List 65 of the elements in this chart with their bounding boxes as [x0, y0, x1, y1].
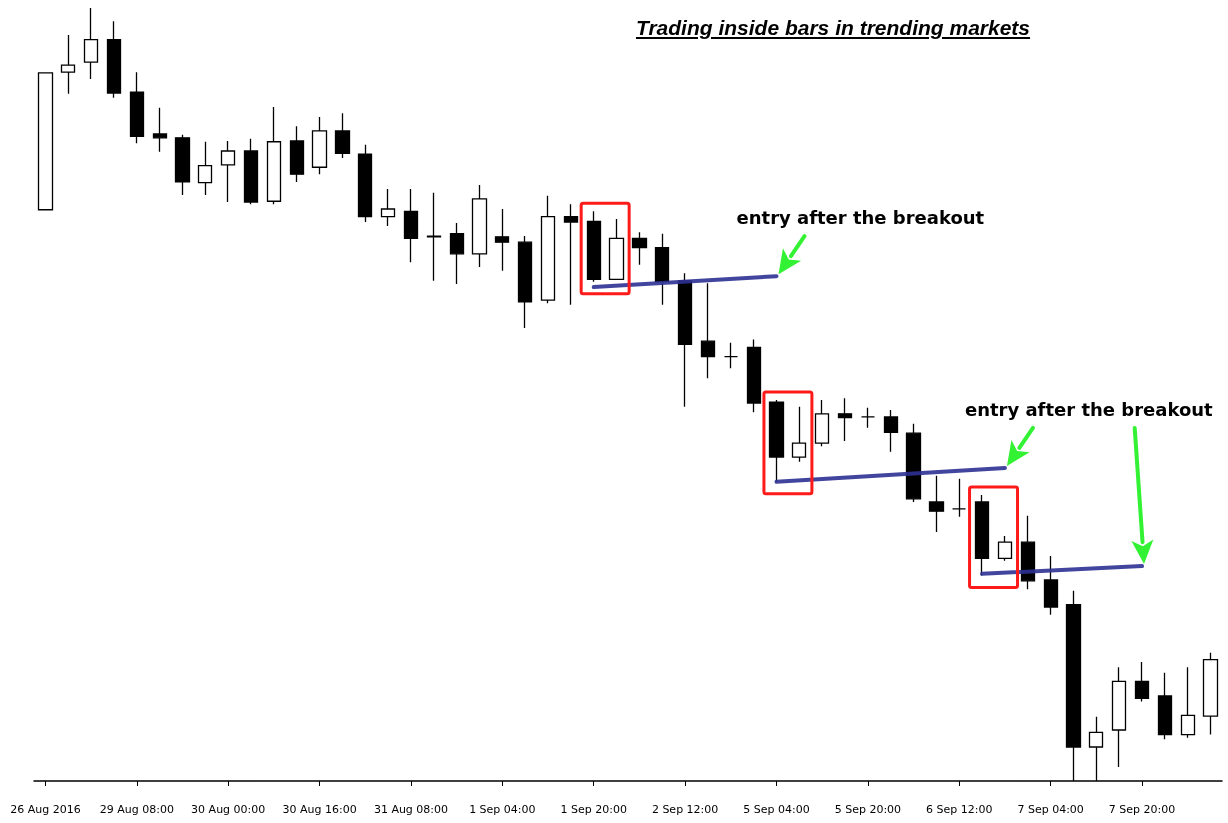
candlestick	[311, 116, 328, 175]
candlestick	[1180, 666, 1196, 739]
x-tick-label: 7 Sep 20:00	[1108, 803, 1176, 816]
x-tick-label: 31 Aug 08:00	[373, 803, 449, 816]
candlestick	[334, 112, 351, 159]
annotation: entry after the breakout	[736, 207, 985, 229]
candlestick	[471, 184, 488, 268]
candlestick	[860, 406, 876, 429]
x-tick-label: 7 Sep 04:00	[1017, 803, 1084, 816]
x-tick-label: 2 Sep 12:00	[651, 803, 719, 816]
candlestick	[494, 208, 510, 272]
candlestick	[243, 137, 259, 205]
candlestick	[1020, 515, 1036, 590]
candlestick	[791, 406, 807, 463]
candlestick	[905, 423, 922, 503]
x-tick-label: 1 Sep 04:00	[469, 803, 536, 816]
candlestick	[129, 71, 145, 144]
candlestick	[563, 203, 579, 306]
candlestick	[37, 72, 54, 211]
candlestick	[814, 399, 830, 447]
candlestick	[837, 397, 853, 442]
candlestick	[220, 140, 236, 203]
x-tick-label: 5 Sep 04:00	[743, 803, 810, 816]
x-tick-label: 1 Sep 20:00	[560, 803, 627, 816]
candlestick	[746, 338, 762, 413]
candlestick	[357, 144, 373, 223]
x-tick-label: 29 Aug 08:00	[99, 803, 174, 816]
candlestick	[540, 195, 556, 304]
x-tick-label: 30 Aug 16:00	[282, 803, 357, 816]
candlestick	[883, 409, 899, 453]
x-tick-label: 26 Aug 2016	[10, 803, 81, 816]
candlestick	[700, 282, 716, 379]
candlestick	[677, 272, 693, 408]
candlestick	[449, 222, 465, 285]
candlestick	[1157, 672, 1173, 740]
annotation: entry after the breakout	[964, 398, 1214, 420]
x-tick-label: 6 Sep 12:00	[926, 803, 993, 816]
candlestick	[997, 535, 1013, 562]
chart-title: Trading inside bars in trending markets	[635, 16, 1031, 40]
candlestick	[608, 218, 625, 280]
candlestick	[654, 233, 670, 306]
candlestick	[1111, 666, 1127, 768]
candlestick	[426, 192, 442, 282]
candlestick	[174, 134, 191, 196]
x-tick-label: 5 Sep 20:00	[834, 803, 902, 816]
candlestick	[586, 210, 602, 283]
candlestick	[1043, 555, 1059, 616]
candlestick	[266, 106, 282, 205]
candlestick	[723, 342, 739, 369]
candlestick	[60, 34, 76, 95]
candlestick	[768, 399, 785, 483]
candlestick	[928, 475, 945, 533]
candlestick	[289, 125, 305, 183]
candlestick	[83, 7, 99, 80]
candlestick	[951, 478, 967, 518]
candlestick	[1202, 652, 1219, 736]
candlestick	[197, 141, 213, 196]
candlestick	[152, 107, 168, 153]
candlestick	[1134, 661, 1150, 703]
candlestick	[517, 235, 533, 329]
candlestick	[106, 20, 122, 99]
candlestick	[631, 231, 648, 266]
candlestick	[380, 188, 396, 227]
x-tick-label: 30 Aug 00:00	[191, 803, 266, 816]
candlestick	[403, 188, 419, 263]
